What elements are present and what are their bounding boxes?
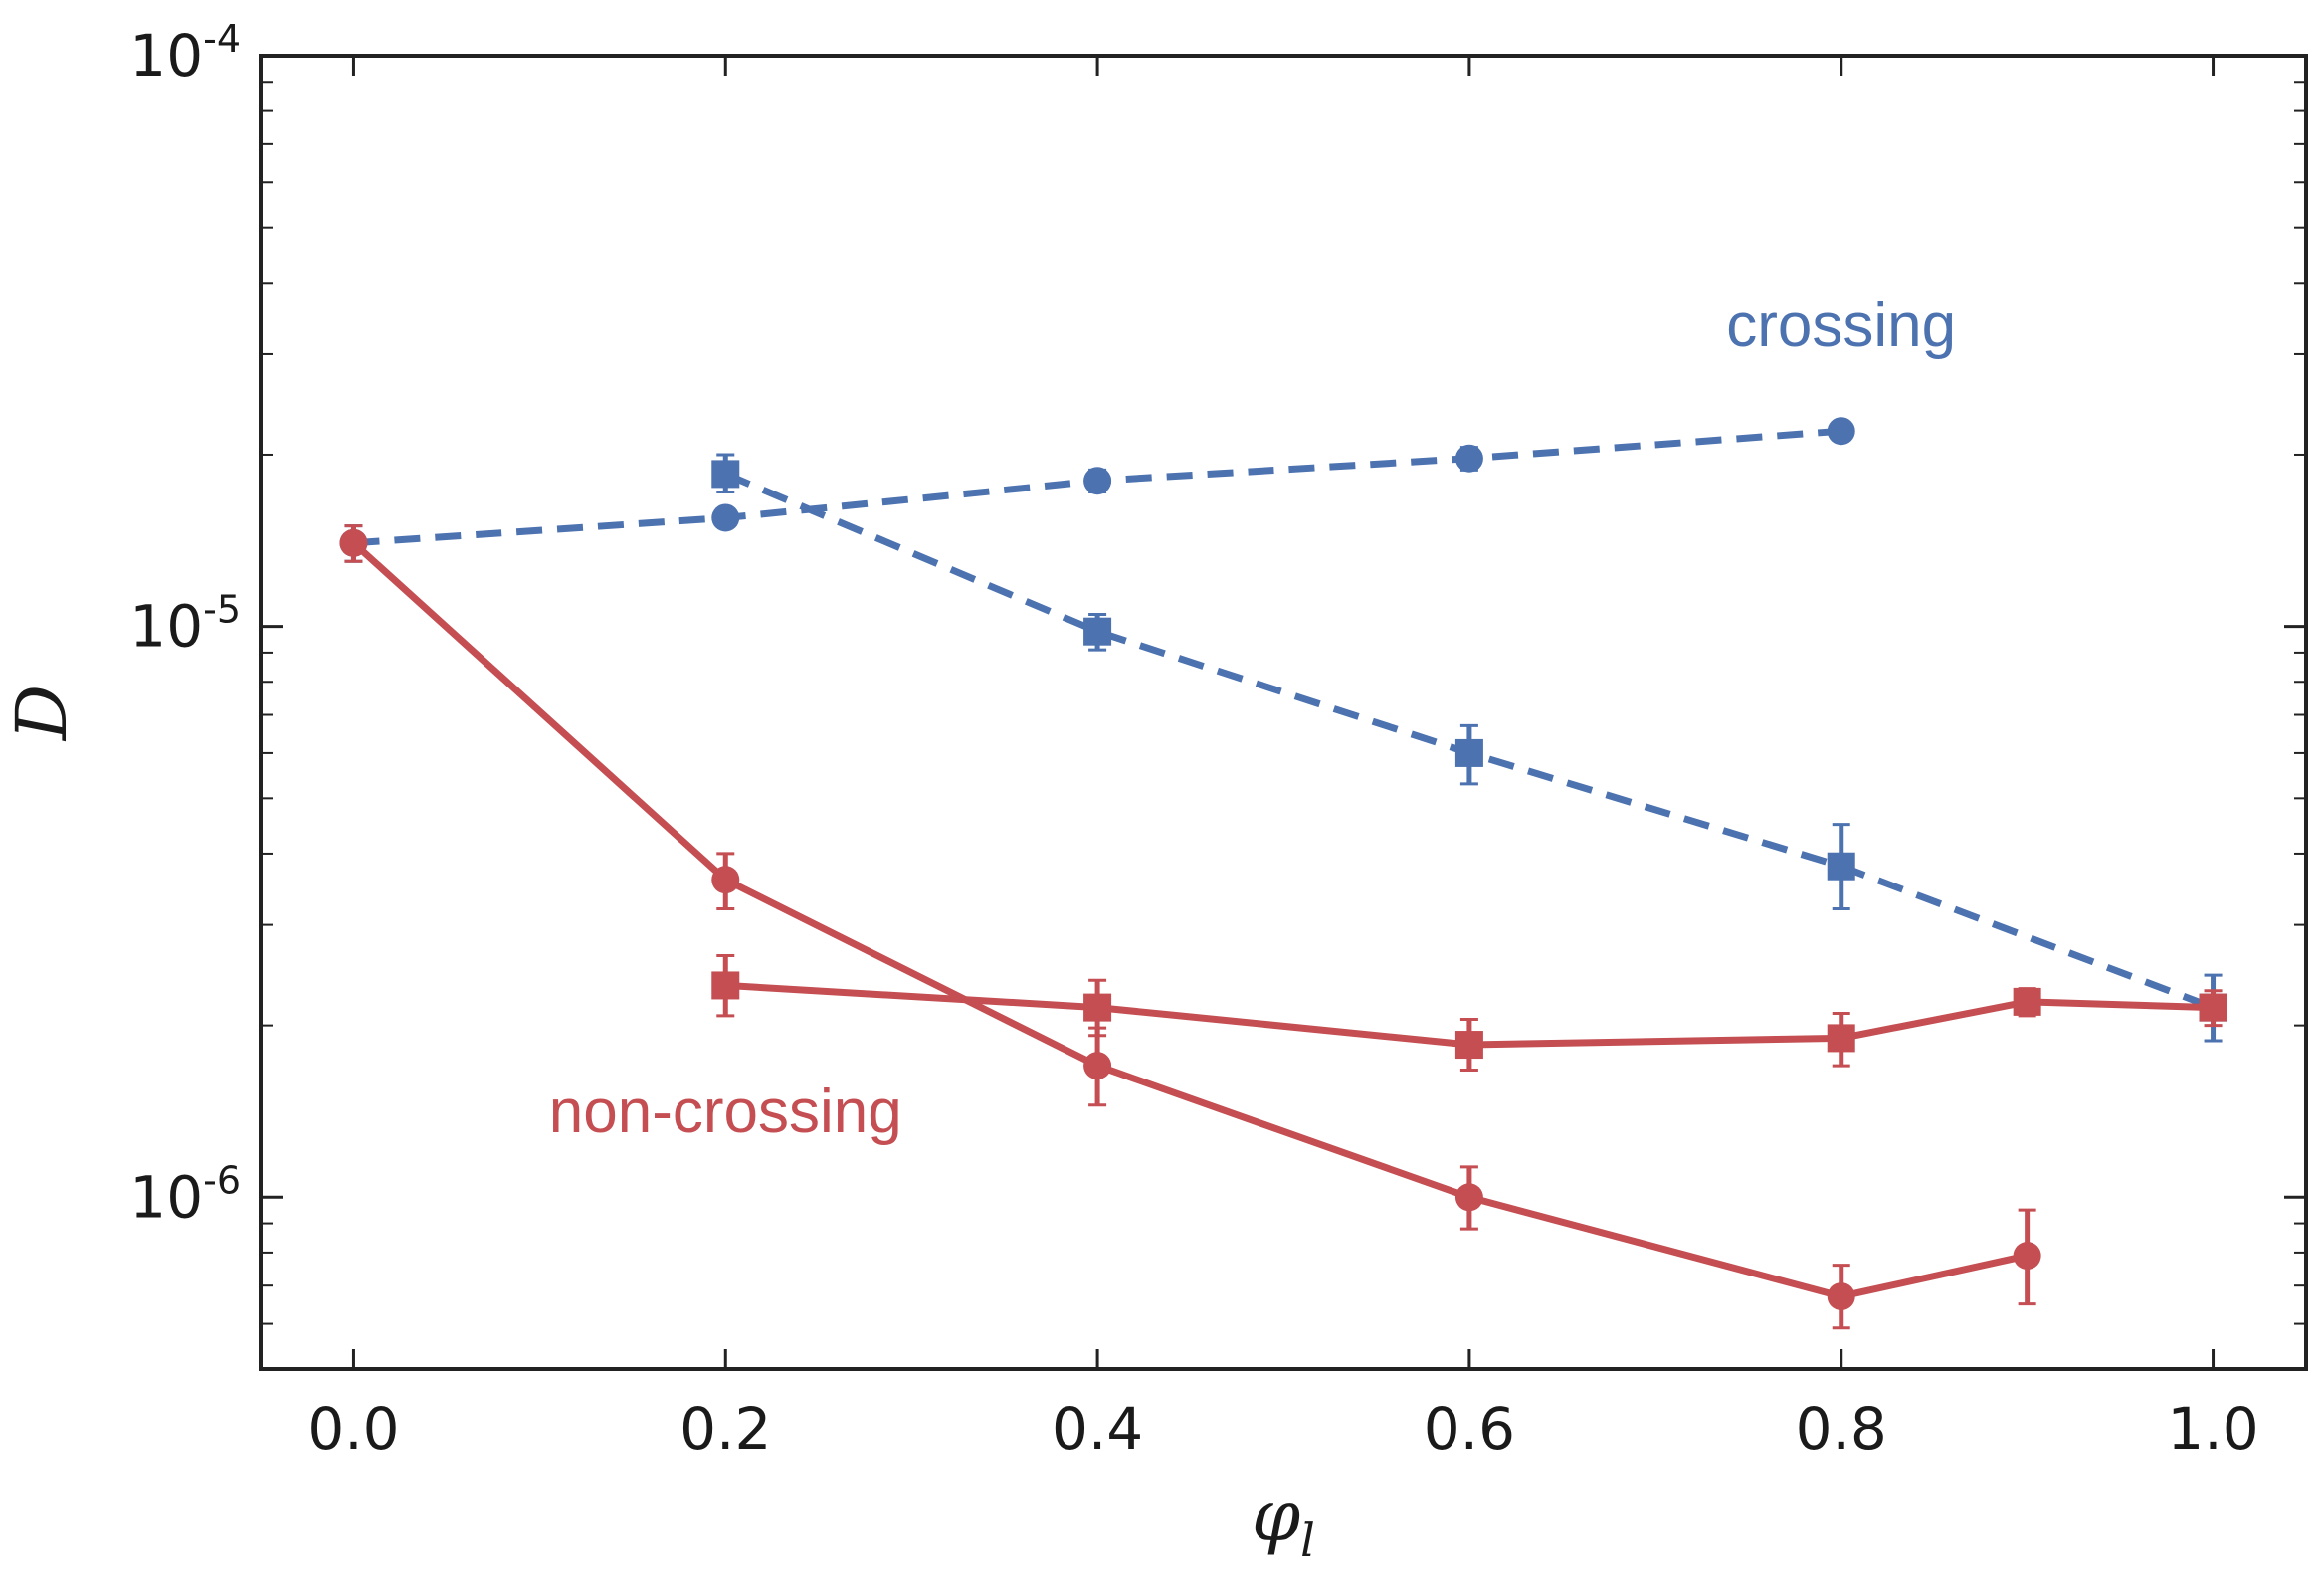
series-crossing-circles <box>339 417 1855 563</box>
data-point-circle <box>2013 1242 2041 1271</box>
data-point-square <box>1454 1031 1483 1060</box>
x-tick-label: 1.0 <box>2167 1395 2258 1463</box>
series-non-crossing-squares <box>711 954 2227 1073</box>
x-axis-label: φl <box>1252 1475 1315 1567</box>
data-point-square <box>711 460 740 489</box>
data-point-circle <box>1827 417 1855 446</box>
x-tick-label: 0.6 <box>1424 1395 1515 1463</box>
y-tick-label: 10-6 <box>129 1158 241 1231</box>
data-point-square <box>1083 617 1112 646</box>
y-axis-label: D <box>1 685 83 742</box>
x-tick-label: 0.4 <box>1052 1395 1143 1463</box>
annotations: crossing non-crossing <box>549 292 1956 1146</box>
axis-labels: φl D <box>1 685 1315 1567</box>
data-point-circle <box>1083 467 1112 495</box>
data-point-circle <box>1827 1282 1855 1311</box>
plot-frame <box>259 54 2308 1371</box>
data-point-circle <box>1454 444 1483 473</box>
x-tick-label: 0.2 <box>679 1395 771 1463</box>
x-axis: 0.0 0.2 0.4 0.6 0.8 1.0 <box>307 56 2259 1463</box>
data-point-circle <box>1454 1183 1483 1212</box>
data-point-square <box>2013 987 2041 1016</box>
data-point-square <box>1083 993 1112 1022</box>
series-non-crossing-circles <box>339 524 2041 1330</box>
data-point-circle <box>339 528 368 557</box>
data-point-square <box>1827 852 1855 881</box>
data-point-circle <box>711 503 740 532</box>
y-tick-label: 10-4 <box>129 17 241 90</box>
data-series <box>339 417 2227 1330</box>
x-tick-label: 0.8 <box>1796 1395 1887 1463</box>
annotation-crossing: crossing <box>1726 292 1956 360</box>
data-point-circle <box>711 866 740 894</box>
y-axis: 10-6 10-5 10-4 <box>129 17 2306 1370</box>
data-point-square <box>1827 1024 1855 1053</box>
data-point-circle <box>1083 1052 1112 1080</box>
series-line <box>725 981 2214 1049</box>
data-point-square <box>1454 738 1483 767</box>
x-tick-label: 0.0 <box>307 1395 399 1463</box>
y-tick-label: 10-5 <box>129 588 241 661</box>
data-point-square <box>2199 993 2227 1022</box>
annotation-non-crossing: non-crossing <box>549 1078 902 1146</box>
plot-border <box>259 54 2308 1371</box>
data-point-square <box>711 971 740 1000</box>
series-line <box>351 540 2029 1300</box>
series-crossing-squares <box>711 453 2227 1043</box>
